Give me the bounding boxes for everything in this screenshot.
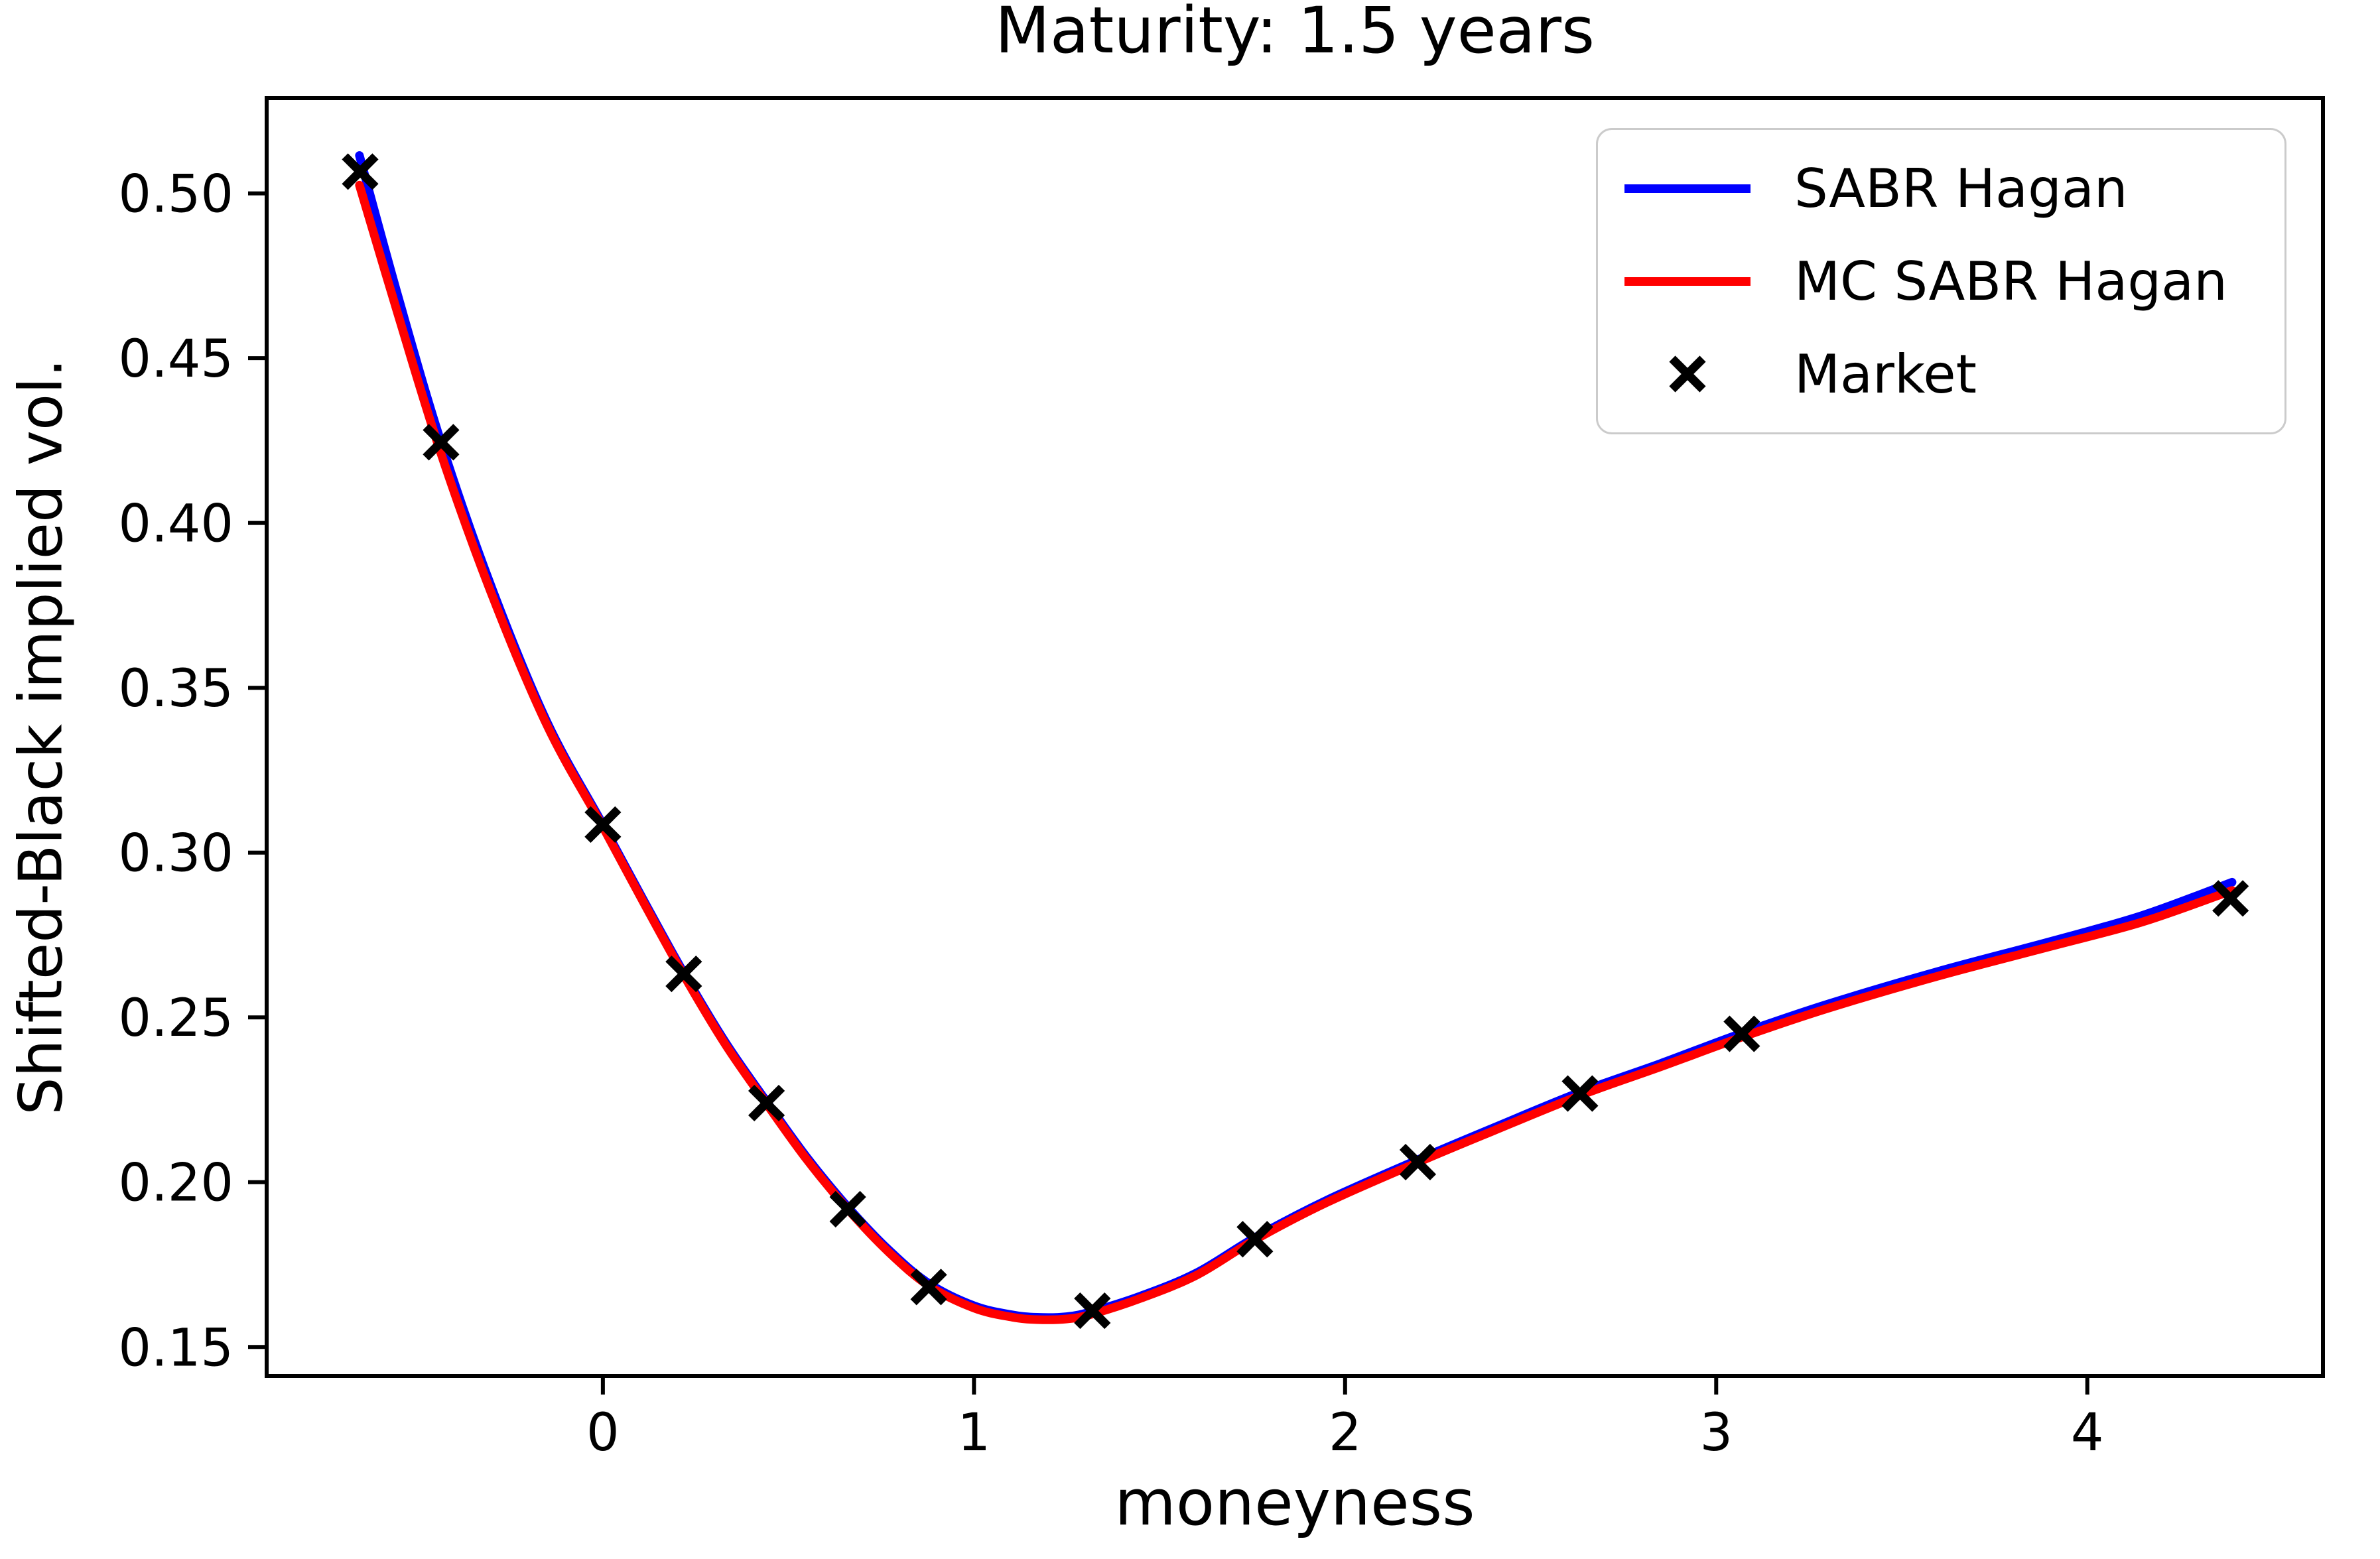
market-marker [342,153,379,190]
chart-title: Maturity: 1.5 years [995,0,1595,68]
legend-item-sabr-hagan: SABR Hagan [1624,144,2258,233]
axes-spines [265,96,2325,1378]
legend-label-sabr-hagan: SABR Hagan [1794,157,2128,219]
y-tick-label: 0.35 [118,659,233,719]
x-tick-label: 3 [1699,1403,1733,1463]
mc-sabr-hagan-curve [355,180,2237,1324]
market-marker [1723,1015,1760,1052]
x-tick-label: 2 [1329,1403,1362,1463]
legend-item-market: Market [1624,330,2258,418]
x-marker-stroke [1669,355,1706,393]
sabr-hagan-line-swatch [1624,184,1751,193]
market-marker [1236,1221,1274,1258]
blue-line-sample [1624,184,1751,193]
legend-label-mc-sabr-hagan: MC SABR Hagan [1794,250,2227,312]
market-marker [584,806,622,843]
x-tick-label: 0 [586,1403,620,1463]
mc-sabr-hagan-line-swatch [1624,277,1751,286]
market-marker [748,1084,785,1122]
y-tick-label: 0.25 [118,989,233,1048]
x-tick-label: 1 [958,1403,991,1463]
x-axis-label: moneyness [1114,1467,1475,1540]
market-marker [829,1190,866,1228]
y-tick-label: 0.15 [118,1318,233,1378]
market-marker [423,424,460,461]
market-marker-swatch [1624,344,1751,404]
x-marker-icon [1669,355,1706,393]
y-tick-label: 0.40 [118,495,233,554]
market-marker [1561,1075,1599,1112]
market-marker [1074,1292,1111,1330]
market-marker [1399,1143,1437,1181]
market-marker [665,956,702,993]
y-tick-label: 0.45 [118,330,233,389]
legend-item-mc-sabr-hagan: MC SABR Hagan [1624,237,2258,326]
market-marker [2212,880,2249,917]
market-marker [910,1269,947,1306]
y-tick-label: 0.30 [118,824,233,884]
y-tick-label: 0.20 [118,1154,233,1214]
legend: SABR Hagan MC SABR Hagan Market [1596,128,2286,434]
x-tick-label: 4 [2071,1403,2104,1463]
red-line-sample [1624,277,1751,286]
y-axis-label: Shifted-Black implied vol. [6,358,76,1115]
legend-label-market: Market [1794,343,1977,405]
y-tick-label: 0.50 [118,165,233,225]
